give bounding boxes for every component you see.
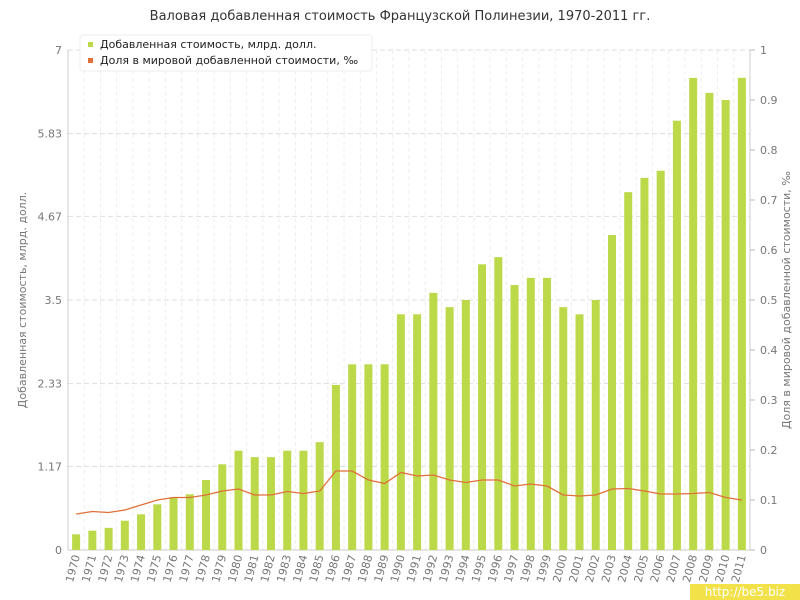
bar	[315, 442, 324, 550]
bar	[72, 534, 81, 550]
bar	[575, 314, 584, 550]
y2-tick-label: 1	[760, 44, 767, 57]
y-tick-label: 7	[55, 44, 62, 57]
bar	[218, 464, 227, 550]
bar	[396, 314, 405, 550]
chart-title: Валовая добавленная стоимость Французско…	[150, 9, 651, 24]
bar	[721, 100, 730, 550]
y-axis-title: Добавленная стоимость, млрд. долл.	[16, 192, 29, 408]
bar	[591, 300, 600, 550]
y2-tick-label: 0.1	[760, 494, 778, 507]
legend-box	[79, 34, 373, 72]
bar	[429, 292, 438, 550]
legend-label: Добавленная стоимость, млрд. долл.	[100, 38, 316, 51]
y2-tick-label: 0	[760, 544, 767, 557]
bar	[185, 494, 194, 550]
bar	[104, 527, 113, 550]
bar	[640, 177, 649, 550]
y2-tick-label: 0.3	[760, 394, 778, 407]
y2-tick-label: 0.5	[760, 294, 778, 307]
bar	[445, 307, 454, 550]
bar	[543, 277, 552, 550]
bar	[380, 364, 389, 550]
bar	[137, 514, 146, 550]
bar	[413, 314, 422, 550]
legend-marker	[88, 58, 93, 63]
legend-marker	[88, 42, 93, 47]
y-tick-label: 3.5	[45, 294, 63, 307]
bar	[737, 77, 746, 550]
bar	[672, 120, 681, 550]
bar	[624, 192, 633, 550]
bar	[526, 277, 535, 550]
bar	[250, 457, 259, 550]
bar	[494, 257, 503, 550]
y-tick-label: 4.67	[38, 210, 63, 223]
y2-tick-label: 0.7	[760, 194, 778, 207]
legend-label: Доля в мировой добавленной стоимости, ‰	[100, 54, 358, 67]
y-tick-label: 5.83	[38, 128, 63, 141]
bar	[364, 364, 373, 550]
bar	[169, 497, 178, 550]
watermark: http://be5.biz	[705, 585, 785, 599]
bar	[510, 285, 519, 550]
bar	[461, 300, 470, 550]
bar	[120, 520, 129, 550]
bar	[656, 170, 665, 550]
y2-tick-label: 0.2	[760, 444, 778, 457]
y-tick-label: 1.17	[38, 460, 63, 473]
bar	[266, 457, 275, 550]
bar	[607, 235, 616, 550]
bar	[348, 364, 357, 550]
watermark-bg	[690, 584, 800, 600]
y-tick-label: 0	[55, 544, 62, 557]
bar	[705, 92, 714, 550]
line	[76, 470, 742, 515]
bar	[559, 307, 568, 550]
y2-tick-label: 0.9	[760, 94, 778, 107]
bar	[331, 385, 340, 550]
y2-axis-title: Доля в мировой добавленной стоимости, ‰	[780, 171, 793, 429]
y2-tick-label: 0.4	[760, 344, 778, 357]
bar	[478, 264, 487, 550]
bar	[88, 530, 97, 550]
bar	[689, 77, 698, 550]
y-tick-label: 2.33	[38, 378, 63, 391]
bar	[283, 450, 292, 550]
bar	[299, 450, 308, 550]
bar	[202, 480, 211, 550]
y2-tick-label: 0.6	[760, 244, 778, 257]
bar	[234, 450, 243, 550]
bar	[153, 504, 162, 550]
y2-tick-label: 0.8	[760, 144, 778, 157]
